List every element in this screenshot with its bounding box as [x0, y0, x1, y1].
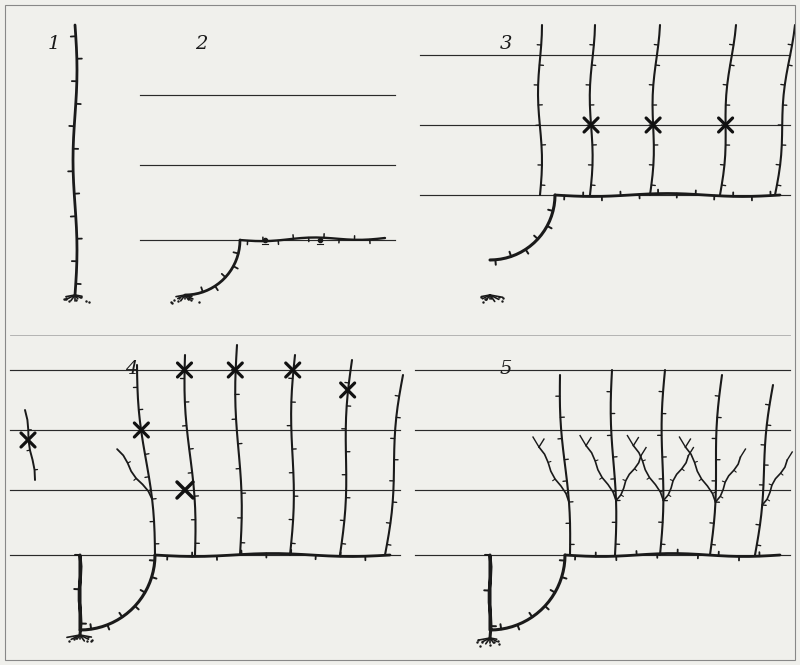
- Text: 1: 1: [48, 35, 60, 53]
- Text: 2: 2: [195, 35, 207, 53]
- Text: 5: 5: [500, 360, 512, 378]
- Text: 3: 3: [500, 35, 512, 53]
- Text: 4: 4: [125, 360, 138, 378]
